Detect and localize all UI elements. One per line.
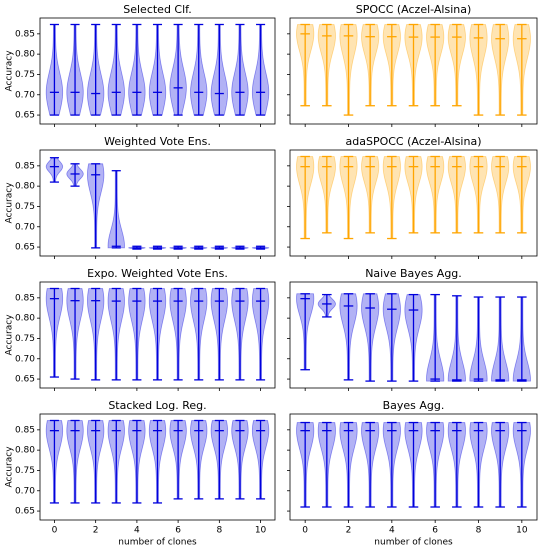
x-tick-label: 0 [302, 526, 308, 536]
x-tick-label: 6 [175, 526, 181, 536]
subplot-title: Bayes Agg. [383, 399, 445, 412]
y-tick-label: 0.80 [15, 446, 35, 456]
y-tick-label: 0.65 [15, 375, 35, 385]
y-tick-label: 0.70 [15, 222, 35, 232]
y-tick-label: 0.75 [15, 334, 35, 344]
subplot: Selected Clf. 0.65 0.70 0.75 0.80 0.85 Accurac… [5, 3, 276, 127]
y-tick-label: 0.85 [15, 29, 35, 39]
x-tick-label: 4 [389, 526, 395, 536]
y-axis-label: Accuracy [5, 50, 15, 92]
y-tick-label: 0.65 [15, 507, 35, 517]
subplot-title: SPOCC (Aczel-Alsina) [356, 3, 472, 16]
axes-frame [39, 413, 276, 521]
y-tick-label: 0.70 [15, 90, 35, 100]
axes-frame [39, 281, 276, 389]
subplot: Expo. Weighted Vote Ens. 0.65 0.70 0.75 0.80… [5, 267, 276, 391]
y-tick-label: 0.70 [15, 354, 35, 364]
x-tick-label: 8 [476, 526, 482, 536]
x-tick-label: 10 [516, 526, 528, 536]
subplot: Naive Bayes Agg. [287, 267, 538, 391]
subplot: SPOCC (Aczel-Alsina) [287, 3, 538, 127]
subplot: Bayes Agg. 0 2 4 6 8 10 number of clones [287, 399, 538, 548]
axes-frame [289, 17, 538, 125]
subplot-title: Stacked Log. Reg. [108, 399, 206, 412]
subplot-title: Expo. Weighted Vote Ens. [87, 267, 228, 280]
subplot-title: Naive Bayes Agg. [365, 267, 462, 280]
y-axis-label: Accuracy [5, 446, 15, 488]
y-tick-label: 0.80 [15, 314, 35, 324]
x-tick-label: 10 [255, 526, 267, 536]
y-tick-label: 0.75 [15, 202, 35, 212]
y-tick-label: 0.80 [15, 182, 35, 192]
y-tick-label: 0.75 [15, 466, 35, 476]
y-tick-label: 0.65 [15, 243, 35, 253]
y-tick-label: 0.85 [15, 293, 35, 303]
x-tick-label: 6 [432, 526, 438, 536]
x-tick-label: 0 [52, 526, 58, 536]
y-tick-label: 0.80 [15, 50, 35, 60]
x-tick-label: 2 [93, 526, 99, 536]
subplot: Stacked Log. Reg. 0.65 0.70 0.75 0.80 0.85 0 2 4… [5, 399, 276, 548]
subplot-title: adaSPOCC (Aczel-Alsina) [346, 135, 482, 148]
x-axis-label: number of clones [118, 538, 197, 546]
x-axis-label: number of clones [374, 538, 453, 546]
axes-frame [289, 281, 538, 389]
y-tick-label: 0.70 [15, 486, 35, 496]
subplot-title: Weighted Vote Ens. [104, 135, 211, 148]
subplot-title: Selected Clf. [123, 3, 192, 16]
x-tick-label: 2 [346, 526, 352, 536]
y-tick-label: 0.65 [15, 111, 35, 121]
x-tick-label: 8 [216, 526, 222, 536]
subplot: adaSPOCC (Aczel-Alsina) [287, 135, 538, 259]
axes-frame [289, 413, 538, 521]
axes-frame [39, 17, 276, 125]
y-tick-label: 0.75 [15, 70, 35, 80]
subplot: Weighted Vote Ens. 0.65 0.70 0.75 0.80 0.85 Ac… [5, 135, 276, 259]
axes-frame [289, 149, 538, 257]
y-axis-label: Accuracy [5, 314, 15, 356]
x-tick-label: 4 [134, 526, 140, 536]
y-tick-label: 0.85 [15, 161, 35, 171]
axes-frame [39, 149, 276, 257]
y-tick-label: 0.85 [15, 425, 35, 435]
y-axis-label: Accuracy [5, 182, 15, 224]
